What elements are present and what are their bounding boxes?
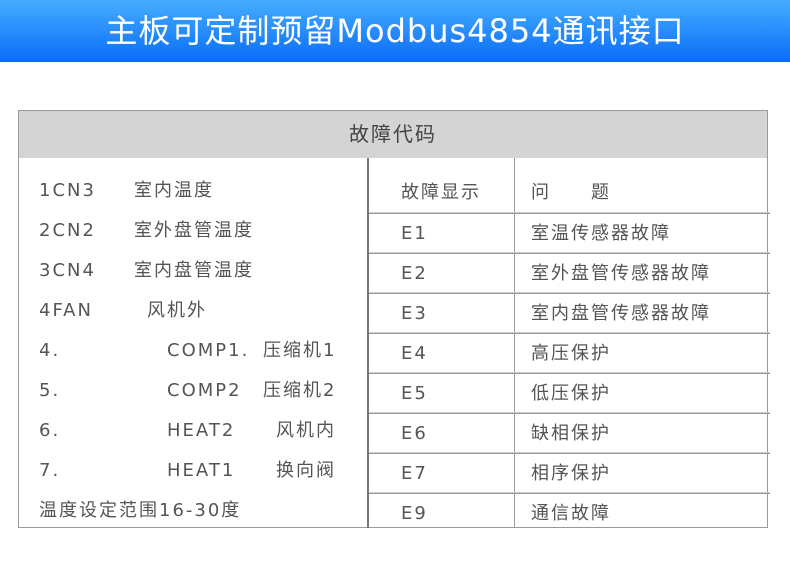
terminal-desc: 室外盘管温度 xyxy=(134,220,254,241)
terminal-code: 5. xyxy=(39,380,61,401)
terminal-desc: 压缩机2 xyxy=(263,380,337,401)
terminal-desc: 室内温度 xyxy=(134,180,214,201)
fault-problem: 通信故障 xyxy=(531,503,611,524)
fault-problem: 室外盘管传感器故障 xyxy=(531,263,711,284)
table-row: E6 缺相保护 xyxy=(369,413,770,454)
terminal-desc: 换向阀 xyxy=(276,460,336,481)
terminal-mid: HEAT2 xyxy=(167,420,236,441)
fault-problem: 缺相保护 xyxy=(531,423,611,444)
terminal-desc: 风机外 xyxy=(147,300,207,321)
terminal-mid: COMP1. xyxy=(167,340,250,361)
column-divider xyxy=(514,158,515,528)
fault-problem: 室温传感器故障 xyxy=(531,223,671,244)
table-row: E1 室温传感器故障 xyxy=(369,213,770,254)
terminal-desc: 室内盘管温度 xyxy=(134,260,254,281)
table-row: E3 室内盘管传感器故障 xyxy=(369,293,770,334)
terminal-code: 6. xyxy=(39,420,61,441)
fault-code: E3 xyxy=(401,303,428,324)
fault-code-table: 故障代码 1CN3 室内温度 2CN2 室外盘管温度 3CN4 室内盘管温度 4FAN 风机外… xyxy=(18,110,770,528)
terminal-mid: HEAT1 xyxy=(167,460,236,481)
fault-code: E7 xyxy=(401,463,428,484)
table-title: 故障代码 xyxy=(19,111,767,158)
header-row: 故障显示 问 题 xyxy=(369,158,770,213)
terminal-code: 7. xyxy=(39,460,61,481)
terminal-desc: 风机内 xyxy=(276,420,336,441)
terminal-code: 3CN4 xyxy=(39,260,96,281)
terminal-list: 1CN3 室内温度 2CN2 室外盘管温度 3CN4 室内盘管温度 4FAN 风机外 4. COM… xyxy=(19,158,367,528)
table-row: E7 相序保护 xyxy=(369,453,770,494)
table-row: E4 高压保护 xyxy=(369,333,770,374)
terminal-code: 1CN3 xyxy=(39,180,96,201)
fault-code: E5 xyxy=(401,383,428,404)
terminal-code: 4. xyxy=(39,340,61,361)
fault-code: E2 xyxy=(401,263,428,284)
table-row: E9 通信故障 xyxy=(369,493,770,534)
fault-problem: 相序保护 xyxy=(531,463,611,484)
terminal-desc: 压缩机1 xyxy=(263,340,337,361)
banner-title: 主板可定制预留Modbus4854通讯接口 xyxy=(0,0,790,62)
fault-problem: 低压保护 xyxy=(531,383,611,404)
fault-code: E1 xyxy=(401,223,428,244)
terminal-mid: COMP2 xyxy=(167,380,242,401)
fault-code: E4 xyxy=(401,343,428,364)
fault-list: 故障显示 问 题 E1 室温传感器故障 E2 室外盘管传感器故障 E3 室内盘管传感器故障 E4… xyxy=(367,158,770,528)
fault-code: E9 xyxy=(401,503,428,524)
fault-code: E6 xyxy=(401,423,428,444)
terminal-code: 2CN2 xyxy=(39,220,96,241)
terminal-code: 4FAN xyxy=(39,300,93,321)
terminal-code: 温度设定范围16-30度 xyxy=(39,500,242,521)
table-row: E2 室外盘管传感器故障 xyxy=(369,253,770,294)
fault-code: 故障显示 xyxy=(401,182,481,203)
fault-problem: 室内盘管传感器故障 xyxy=(531,303,711,324)
fault-problem: 问 题 xyxy=(531,182,611,203)
table-row: E5 低压保护 xyxy=(369,373,770,414)
fault-problem: 高压保护 xyxy=(531,343,611,364)
